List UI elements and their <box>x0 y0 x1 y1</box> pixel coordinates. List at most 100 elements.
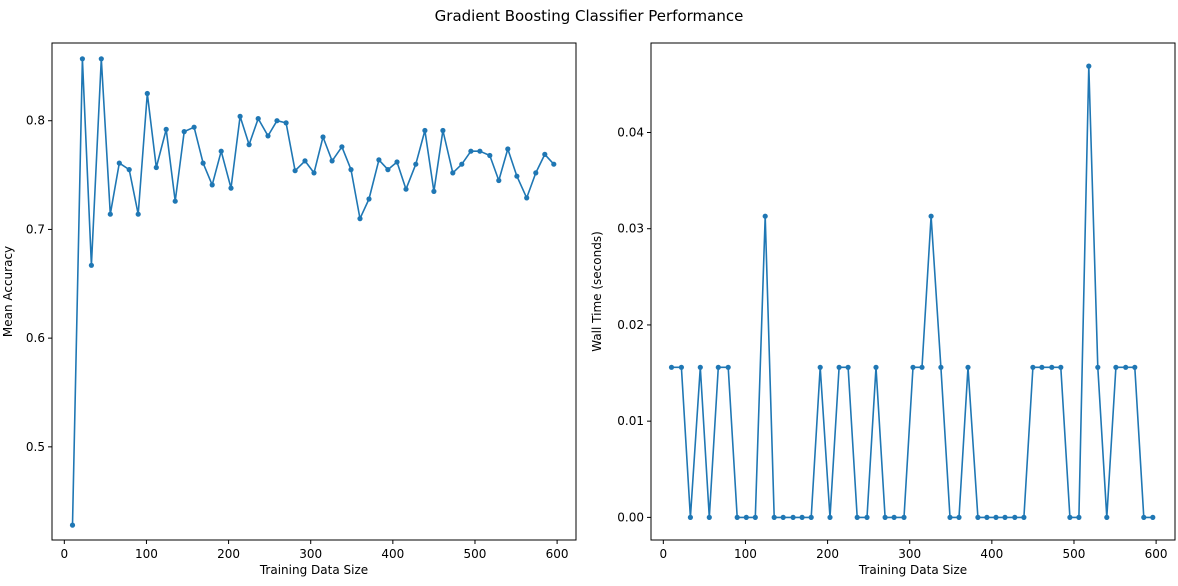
right-panel-data-point <box>734 514 740 521</box>
right-panel-ytick-label: 0.04 <box>617 125 644 139</box>
left-panel-data-point <box>422 127 428 134</box>
right-panel-data-point <box>882 514 888 521</box>
left-panel-ytick-label: 0.6 <box>26 331 45 345</box>
left-panel-data-point <box>311 170 317 176</box>
left-panel-data-point <box>274 118 280 124</box>
right-panel-data-point <box>928 213 934 219</box>
left-panel-data-point <box>116 160 122 166</box>
right-panel-xlabel: Training Data Size <box>858 563 967 577</box>
right-panel-data-point <box>678 364 685 370</box>
left-panel-frame <box>51 42 577 541</box>
left-panel-data-point <box>200 160 206 166</box>
right-panel-data-point <box>891 514 897 521</box>
left-panel-data-point <box>135 211 141 217</box>
right-panel-data-point <box>1049 364 1055 370</box>
left-panel-data-point <box>265 133 271 139</box>
left-panel-xlabel: Training Data Size <box>259 563 368 577</box>
left-panel-data-point <box>237 113 243 119</box>
right-panel-data-point <box>817 364 823 370</box>
right-panel-ytick-label: 0.02 <box>617 318 644 332</box>
right-panel-data-point <box>1030 364 1036 370</box>
left-panel-data-point <box>153 164 159 171</box>
left-panel-data-point <box>431 188 437 194</box>
right-panel-data-point <box>697 364 703 370</box>
right-panel-xtick-label: 300 <box>898 547 921 561</box>
right-panel-data-point <box>1021 514 1027 521</box>
right-panel-series-line <box>671 65 1153 519</box>
right-panel-ytick-label: 0.00 <box>617 510 644 524</box>
left-panel-data-point <box>524 195 530 201</box>
left-panel-data-point <box>440 127 446 134</box>
right-panel-xtick-label: 100 <box>734 547 757 561</box>
left-panel-data-point <box>477 148 483 154</box>
right-panel-ylabel: Wall Time (seconds) <box>590 231 604 352</box>
right-panel-data-point <box>854 514 860 521</box>
left-panel-data-point <box>542 151 548 157</box>
right-panel-data-point <box>799 514 805 521</box>
left-panel-data-point <box>551 161 557 167</box>
right-panel-data-point <box>687 514 694 521</box>
left-panel-data-point <box>376 157 382 163</box>
left-panel-data-point <box>329 158 335 164</box>
left-panel-xtick-label: 300 <box>299 547 322 561</box>
right-panel-data-point <box>864 514 870 521</box>
left-panel-data-point <box>69 522 76 528</box>
right-panel-data-point <box>984 514 990 521</box>
right-panel-data-point <box>901 514 907 521</box>
right-panel-data-point <box>1113 364 1119 370</box>
left-panel-data-point <box>107 211 113 217</box>
right-panel-data-point <box>1150 514 1156 521</box>
left-panel-data-point <box>209 182 215 188</box>
right-panel-data-point <box>762 213 768 219</box>
right-panel-data-point <box>938 364 944 370</box>
left-panel-data-point <box>403 186 409 192</box>
left-panel-data-point <box>144 90 150 97</box>
left-panel-data-point <box>413 161 419 167</box>
right-panel-data-point <box>827 514 833 521</box>
left-panel-data-point <box>255 116 261 122</box>
left-panel-xtick-label: 400 <box>381 547 404 561</box>
right-panel-ytick-label: 0.03 <box>617 222 644 236</box>
left-panel: 0 100 200 300 400 500 600 0.5 0.6 0.7 0.8 Training … <box>1 42 577 577</box>
left-panel-data-point <box>246 142 252 148</box>
right-panel-data-point <box>1039 364 1045 370</box>
left-panel-xtick-label: 500 <box>464 547 487 561</box>
right-panel-data-point <box>1012 514 1018 521</box>
left-panel-data-point <box>320 134 326 140</box>
left-panel-data-point <box>514 173 520 179</box>
right-panel-data-point <box>1086 63 1092 69</box>
left-panel-data-point <box>533 170 539 176</box>
left-panel-data-point <box>98 56 104 62</box>
right-panel-data-point <box>956 514 962 521</box>
left-panel-data-point <box>450 170 456 176</box>
right-panel-data-point <box>1123 364 1129 370</box>
left-panel-ylabel: Mean Accuracy <box>1 246 15 337</box>
left-panel-ytick-label: 0.7 <box>26 222 45 236</box>
right-panel-data-point <box>965 364 971 370</box>
left-panel-data-point <box>302 158 308 164</box>
right-panel-data-point <box>919 364 925 370</box>
right-panel-data-point <box>752 514 758 521</box>
left-panel-data-point <box>459 161 465 167</box>
left-panel-xtick-label: 200 <box>217 547 240 561</box>
right-panel-data-point <box>771 514 777 521</box>
left-panel-data-point <box>357 216 363 222</box>
figure-title: Gradient Boosting Classifier Performance <box>434 7 744 25</box>
right-panel-data-point <box>715 364 721 370</box>
left-panel-xtick-label: 100 <box>135 547 158 561</box>
left-panel-data-point <box>496 177 502 184</box>
left-panel-data-point <box>228 185 234 191</box>
left-panel-data-point <box>348 167 354 173</box>
left-panel-data-point <box>505 146 511 152</box>
left-panel-ytick-label: 0.8 <box>26 114 45 128</box>
left-panel-xtick-label: 0 <box>60 547 68 561</box>
left-panel-data-point <box>339 144 345 150</box>
left-panel-data-point <box>385 167 391 173</box>
left-panel-xtick-label: 600 <box>546 547 569 561</box>
right-panel-ytick-label: 0.01 <box>617 414 644 428</box>
right-panel-data-point <box>743 514 749 521</box>
right-panel-data-point <box>845 364 851 370</box>
right-panel-data-point <box>668 364 675 370</box>
left-panel-series-line <box>71 57 555 526</box>
